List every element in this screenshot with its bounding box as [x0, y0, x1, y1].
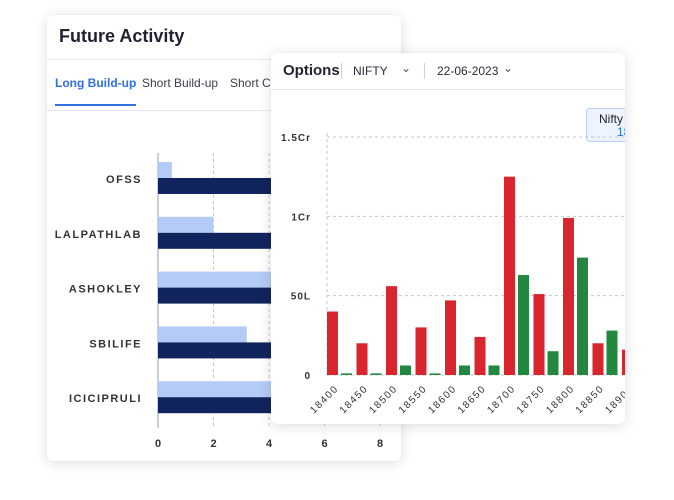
- header-divider: [341, 63, 342, 79]
- x-tick-label: 8: [377, 438, 383, 450]
- bar-green: [400, 365, 411, 375]
- bar-red: [327, 311, 338, 375]
- bar-green: [370, 373, 382, 375]
- category-label: LALPATHLAB: [55, 229, 142, 241]
- date-select[interactable]: 22-06-2023: [437, 64, 499, 78]
- tab-short-buildup[interactable]: Short Build-up: [142, 76, 219, 90]
- y-tick-label: 0: [304, 371, 311, 382]
- tooltip-label: Nifty: [599, 112, 623, 126]
- bar-red: [592, 343, 604, 375]
- category-label: ICICIPRULI: [69, 393, 142, 405]
- bar-green: [547, 351, 559, 375]
- y-tick-label: 1.5Cr: [281, 133, 311, 144]
- bar-red: [622, 349, 625, 375]
- y-tick-label: 1Cr: [291, 212, 311, 223]
- bar-red: [533, 294, 545, 375]
- y-tick-label: 50L: [291, 292, 311, 303]
- x-tick-label: 2: [210, 438, 216, 450]
- bar-light: [158, 271, 297, 288]
- tooltip-value: 18: [617, 125, 625, 139]
- x-tick-label: 18850: [574, 383, 607, 416]
- bar-green: [459, 365, 470, 375]
- bar-red: [356, 343, 368, 375]
- x-tick-label: 18750: [515, 383, 548, 416]
- x-tick-label: 18800: [544, 383, 577, 416]
- bar-green: [429, 373, 441, 375]
- bar-green: [577, 257, 588, 375]
- tab-short-covering[interactable]: Short Co: [230, 76, 278, 90]
- bar-light: [158, 326, 247, 343]
- bar-light: [158, 216, 214, 233]
- bar-green: [341, 373, 352, 375]
- bar-light: [158, 162, 172, 178]
- chevron-down-icon[interactable]: ⌄: [503, 61, 514, 75]
- x-tick-label: 18600: [426, 383, 459, 416]
- bar-green: [488, 365, 500, 375]
- x-tick-label: 18550: [397, 383, 430, 416]
- x-tick-label: 18400: [308, 383, 341, 416]
- symbol-select[interactable]: NIFTY: [353, 64, 388, 78]
- x-tick-label: 18900: [603, 383, 625, 416]
- tab-long-buildup[interactable]: Long Build-up: [55, 76, 137, 106]
- bar-green: [518, 275, 529, 375]
- chevron-down-icon[interactable]: ⌄: [401, 61, 412, 75]
- x-tick-label: 4: [266, 438, 273, 450]
- category-label: SBILIFE: [89, 338, 142, 350]
- x-tick-label: 18450: [338, 383, 371, 416]
- future-activity-title: Future Activity: [59, 26, 185, 46]
- bar-red: [386, 286, 397, 375]
- bar-red: [504, 176, 515, 375]
- bar-green: [606, 330, 618, 375]
- x-tick-label: 0: [155, 438, 161, 450]
- x-tick-label: 6: [321, 438, 327, 450]
- category-label: OFSS: [106, 174, 142, 186]
- x-tick-label: 18500: [367, 383, 400, 416]
- options-chart: 0 50L 1Cr 1.5Cr 1840018450185001855018600186…: [281, 133, 625, 416]
- chart-tooltip: Nifty 18: [586, 108, 625, 142]
- future-activity-tabs: Long Build-up Short Build-up Short Co: [47, 59, 401, 111]
- header-divider: [424, 63, 425, 79]
- options-header: Options NIFTY ⌄ 22-06-2023 ⌄: [271, 53, 625, 90]
- options-title: Options: [283, 62, 340, 79]
- bar-red: [415, 327, 427, 375]
- category-label: ASHOKLEY: [69, 284, 142, 296]
- bar-red: [563, 217, 574, 375]
- bar-red: [445, 300, 456, 375]
- options-card: Options NIFTY ⌄ 22-06-2023 ⌄ Nifty 18 0 5…: [271, 53, 625, 424]
- x-tick-label: 18650: [456, 383, 489, 416]
- bar-red: [474, 336, 486, 375]
- x-tick-label: 18700: [485, 383, 518, 416]
